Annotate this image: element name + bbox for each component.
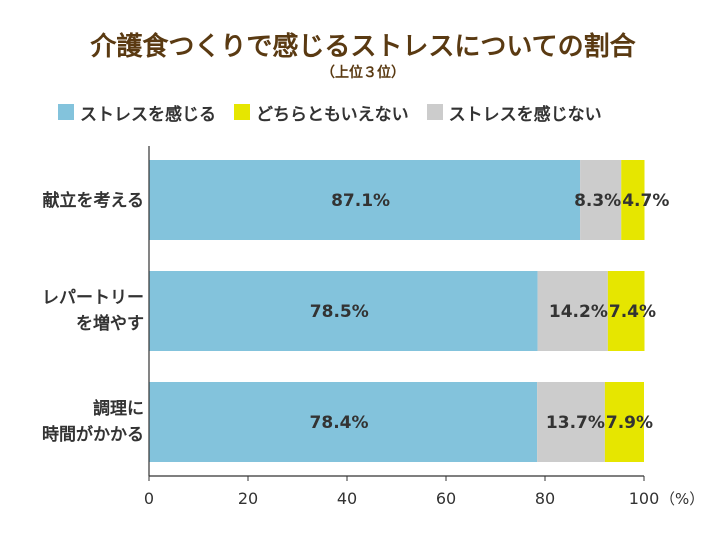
data-label-2-0: 78.4% bbox=[310, 413, 369, 433]
bar-segment-0-1 bbox=[580, 160, 622, 240]
bar-segment-1-0 bbox=[149, 271, 538, 351]
legend-item-stress: ストレスを感じる bbox=[58, 100, 216, 125]
legend-swatch-stress bbox=[58, 104, 74, 120]
legend-swatch-no-stress bbox=[426, 104, 443, 120]
legend-item-neutral: どちらともいえない bbox=[234, 100, 409, 125]
x-tick-label-3: 60 bbox=[436, 489, 456, 508]
data-label-2-2: 7.9% bbox=[606, 413, 653, 433]
category-label-1-1: を増やす bbox=[76, 313, 144, 334]
bar-segment-2-2 bbox=[604, 382, 644, 462]
x-unit-label: （%） bbox=[660, 490, 704, 508]
category-label-1-0: レパートリー bbox=[42, 288, 144, 308]
category-label-2-1: 時間がかかる bbox=[42, 424, 144, 445]
bar-segment-2-0 bbox=[149, 382, 538, 462]
data-label-1-2: 7.4% bbox=[609, 302, 656, 322]
data-label-2-1: 13.7% bbox=[546, 413, 605, 433]
x-tick-label-1: 20 bbox=[238, 489, 258, 508]
x-tick-label-4: 80 bbox=[535, 489, 555, 508]
bar-segment-2-1 bbox=[537, 382, 605, 462]
bar-segment-1-2 bbox=[607, 271, 645, 351]
bar-segment-1-1 bbox=[537, 271, 608, 351]
x-tick-label-2: 40 bbox=[337, 489, 357, 508]
data-label-1-0: 78.5% bbox=[310, 302, 369, 322]
legend-label-no-stress: ストレスを感じない bbox=[448, 104, 602, 125]
chart-title: 介護食つくりで感じるストレスについての割合 bbox=[90, 32, 636, 62]
bar-segment-0-2 bbox=[621, 160, 645, 240]
legend: ストレスを感じる どちらともいえない ストレスを感じない bbox=[58, 100, 620, 125]
bar-segment-0-0 bbox=[149, 160, 581, 240]
category-label-2-0: 調理に bbox=[93, 398, 144, 419]
x-tick-label-5: 100 bbox=[629, 489, 660, 508]
data-label-0-2: 4.7% bbox=[622, 191, 669, 211]
data-label-1-1: 14.2% bbox=[549, 302, 608, 322]
category-label-0-0: 献立を考える bbox=[43, 190, 145, 211]
legend-item-no-stress: ストレスを感じない bbox=[426, 100, 602, 125]
x-tick-label-0: 0 bbox=[144, 489, 154, 508]
legend-swatch-neutral bbox=[234, 104, 250, 120]
chart-subtitle: （上位３位） bbox=[321, 65, 405, 81]
legend-label-neutral: どちらともいえない bbox=[256, 104, 409, 125]
data-label-0-1: 8.3% bbox=[574, 191, 621, 211]
data-label-0-0: 87.1% bbox=[331, 191, 390, 211]
legend-label-stress: ストレスを感じる bbox=[80, 104, 216, 125]
